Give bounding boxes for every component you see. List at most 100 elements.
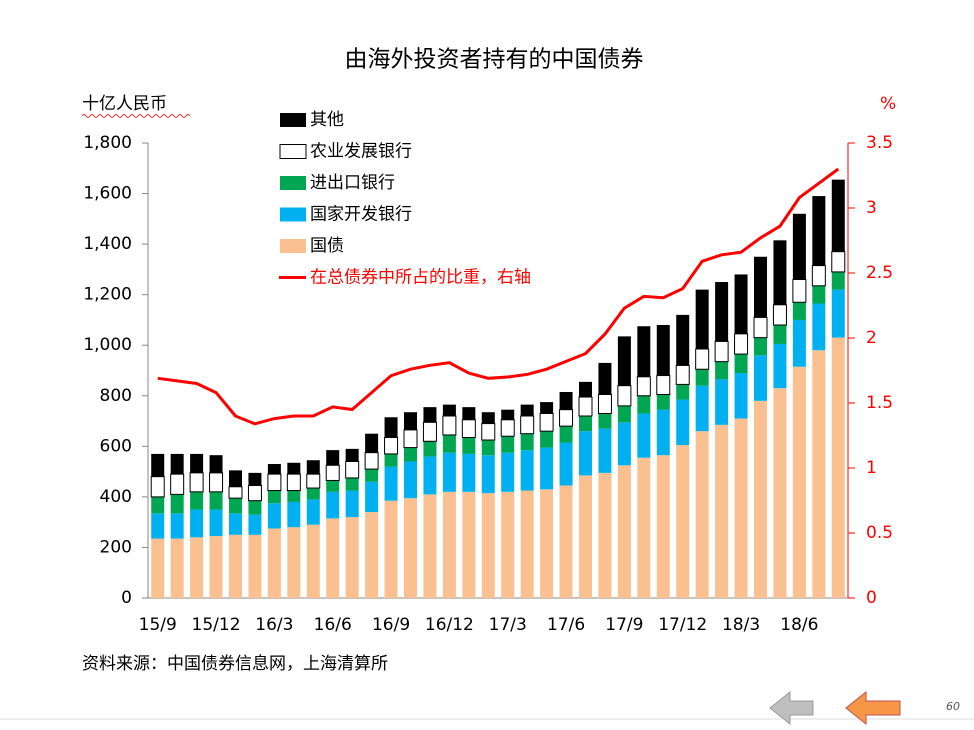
x-tick-label: 16/6 [314,615,352,635]
prev-arrow[interactable] [769,690,814,726]
x-tick-label: 16/12 [425,615,474,635]
bar-segment [150,476,165,498]
bar-segment [811,265,826,287]
bar-segment [384,417,398,438]
bar-segment [617,422,631,466]
bar-segment [287,490,301,502]
bar-segment [151,538,165,598]
bar-segment [754,355,767,401]
ratio-line [157,167,840,426]
page-number: 60 [946,700,960,713]
bar-segment [228,486,243,499]
bar-segment [559,442,573,486]
bar-segment [715,361,729,380]
bar-segment [559,391,573,410]
bar-segment [306,473,321,489]
y2-tick-label: 3 [866,198,877,218]
y-tick-label: 1,600 [83,184,132,204]
bar-segment [637,413,651,458]
bar-segment [734,354,748,374]
bar-segment [598,413,612,429]
bar-segment [676,384,690,400]
bar-segment [423,456,437,495]
bar-segment [248,500,262,515]
bar-segment [656,325,670,376]
bar-segment [151,496,165,514]
x-tick-label: 17/3 [489,615,527,635]
chart-title: 由海外投资者持有的中国债券 [345,47,644,73]
bar-segment [462,491,476,598]
bar-segment [812,350,826,598]
legend-label: 其他 [310,110,344,130]
legend-label: 在总债券中所占的比重，右轴 [310,268,531,288]
bar-segment [500,419,515,437]
bar-segment [345,517,359,598]
bar-segment [267,464,281,475]
bar-segment [792,319,806,367]
bar-segment [190,491,204,510]
bar-segment [559,409,574,427]
bar-segment [481,412,495,424]
bar-segment [442,452,456,492]
bar-segment [637,395,651,414]
bar-segment [423,494,437,598]
bar-segment [384,453,398,467]
bar-segment [617,336,631,386]
bar-segment [579,416,592,432]
bar-segment [462,453,476,492]
bar-segment [190,453,204,473]
bar-segment [170,494,184,514]
bar-segment [170,453,184,475]
y2-tick-label: 2 [866,328,877,348]
next-arrow[interactable] [845,690,901,726]
bar-segment [675,364,690,385]
bar-segment [598,362,612,395]
y2-tick-label: 0 [866,588,877,608]
bar-segment [734,333,749,355]
bar-segment [792,366,806,598]
y2-axis-label: % [880,94,896,114]
bar-segment [734,373,748,419]
bar-segment [656,455,670,598]
bar-segment [540,431,554,448]
bar-segment [364,452,379,470]
x-tick-label: 15/9 [139,615,177,635]
bar-segment [831,251,846,273]
y-tick-label: 1,800 [83,133,132,153]
bar-segment [754,256,767,318]
bar-segment [772,304,787,326]
legend-swatch [280,239,306,253]
y2-tick-label: 1.5 [866,393,893,413]
bar-segment [714,340,729,363]
bar-segment [404,447,417,462]
bar-segment [792,279,807,303]
bar-segment [501,409,515,420]
bar-segment [189,472,204,493]
bar-segment [365,481,379,513]
bar-segment [170,538,184,598]
bar-segment [345,477,359,491]
bar-segment [540,489,554,598]
bar-segment [637,326,651,377]
bar-segment [520,433,534,451]
x-tick-label: 18/6 [780,615,818,635]
bar-segment [462,407,476,420]
bar-segment [792,213,806,280]
bar-segment [579,475,592,598]
bar-segment [695,348,710,370]
bar-segment [267,490,281,504]
bar-segment [754,337,767,356]
bar-segment [715,379,729,425]
x-tick-label: 17/12 [658,615,707,635]
legend-label: 国债 [310,236,344,256]
bar-segment [248,514,262,535]
bar-segment [326,480,340,492]
y-tick-label: 1,000 [83,335,132,355]
spellcheck-underline [81,114,191,118]
bar-segment [481,455,495,494]
y-tick-label: 600 [100,436,132,456]
bar-segment [831,179,845,252]
x-tick-label: 16/9 [372,615,410,635]
bar-segment [151,453,165,477]
bar-segment [812,303,826,351]
